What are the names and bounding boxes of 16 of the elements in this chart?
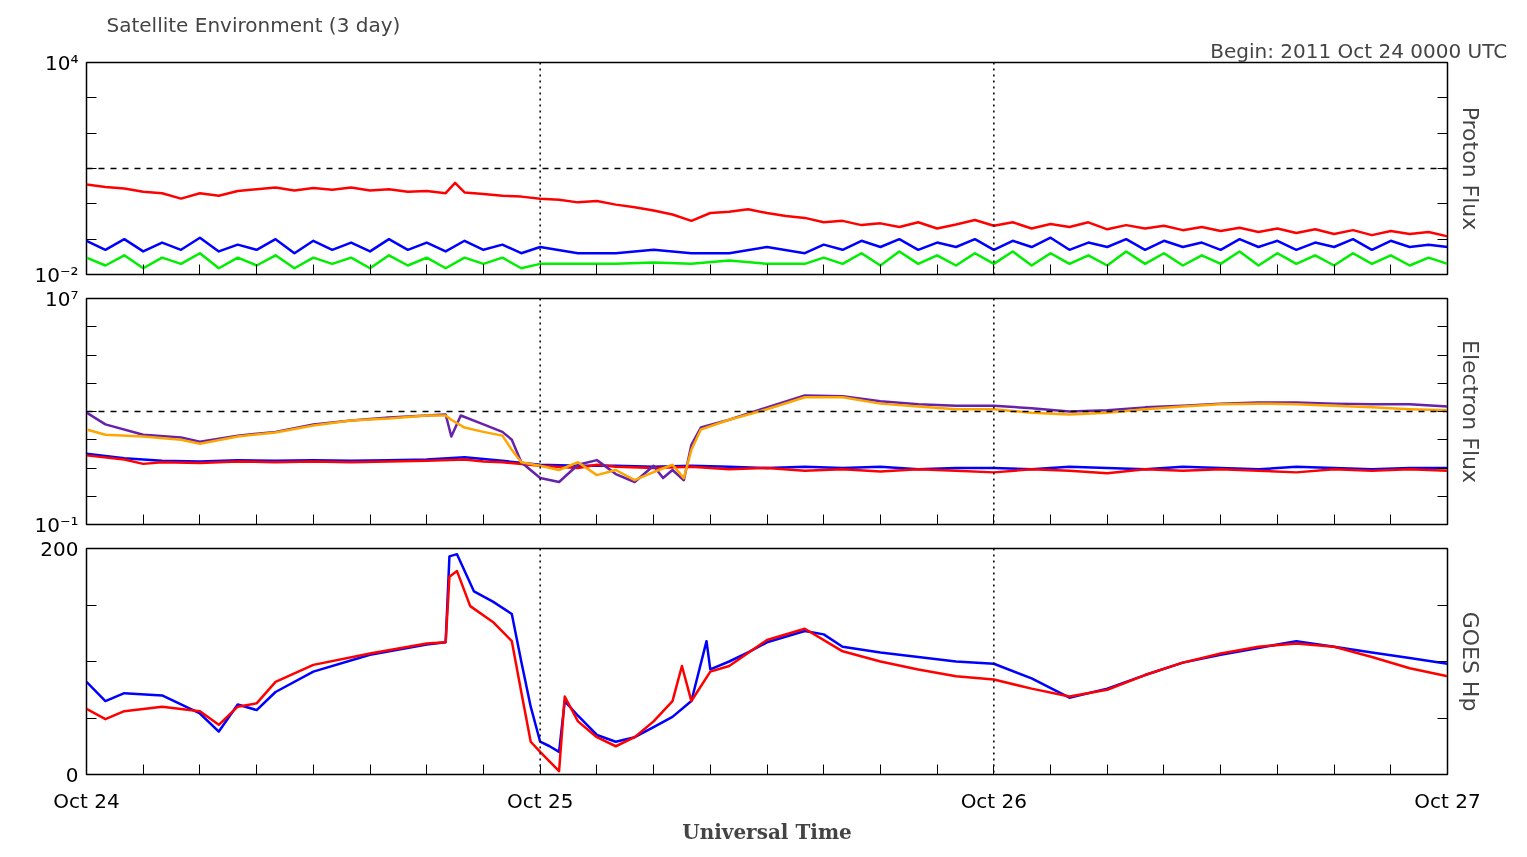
chart-title: Satellite Environment (3 day)	[106, 12, 401, 37]
y-axis-title: Proton Flux	[1457, 106, 1483, 231]
y-tick-label: 10⁷	[45, 286, 79, 311]
y-axis-title: GOES Hp	[1457, 611, 1483, 712]
y-tick-label: 10⁻¹	[34, 512, 79, 537]
x-tick-label: Oct 24	[53, 788, 120, 813]
y-tick-label: 10⁻²	[34, 262, 79, 287]
y-tick-label: 10⁴	[45, 50, 79, 75]
y-tick-label: 0	[65, 762, 79, 787]
x-tick-label: Oct 27	[1414, 788, 1481, 813]
x-axis-title: Universal Time	[682, 819, 852, 844]
y-tick-label: 200	[40, 536, 79, 561]
annotation: Begin: 2011 Oct 24 0000 UTC	[1210, 38, 1508, 63]
x-tick-label: Oct 26	[960, 788, 1028, 813]
y-axis-title: Electron Flux	[1457, 340, 1483, 483]
x-tick-label: Oct 25	[506, 788, 574, 813]
